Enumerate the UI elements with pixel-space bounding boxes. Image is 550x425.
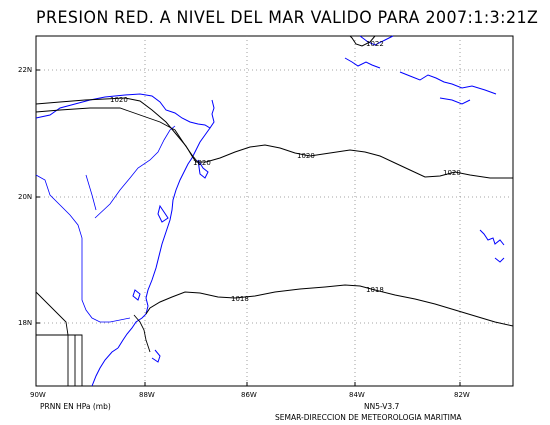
units-label: PRNN EN HPa (mb) xyxy=(40,402,111,411)
lon-label-82w: 82W xyxy=(454,391,470,399)
map-frame xyxy=(35,35,514,387)
lon-label-86w: 86W xyxy=(241,391,257,399)
state-borders xyxy=(35,125,176,323)
political-borders xyxy=(35,107,201,386)
isobars xyxy=(35,35,514,327)
contour-label-1018-east: 1018 xyxy=(366,286,384,294)
lat-label-20n: 20N xyxy=(18,193,32,201)
lon-label-90w: 90W xyxy=(30,391,46,399)
axis-ticks xyxy=(35,69,461,386)
map-title: PRESION RED. A NIVEL DEL MAR VALIDO PARA… xyxy=(36,8,539,28)
contour-label-1020-central: 1020 xyxy=(297,152,315,160)
contour-label-1018-west: 1018 xyxy=(231,295,249,303)
coastline xyxy=(35,35,505,387)
lon-label-84w: 84W xyxy=(349,391,365,399)
contour-label-1020-east: 1020 xyxy=(443,169,461,177)
lat-label-22n: 22N xyxy=(18,66,32,74)
model-label: NN5-V3.7 xyxy=(364,402,400,411)
lon-label-88w: 88W xyxy=(139,391,155,399)
lat-label-18n: 18N xyxy=(18,319,32,327)
contour-label-1022: 1022 xyxy=(366,40,384,48)
grid-lines xyxy=(36,36,513,386)
agency-label: SEMAR-DIRECCION DE METEOROLOGIA MARITIMA xyxy=(275,413,462,422)
contour-label-1020-west: 1020 xyxy=(110,96,128,104)
contour-label-1020-coast: 1020 xyxy=(193,159,211,167)
